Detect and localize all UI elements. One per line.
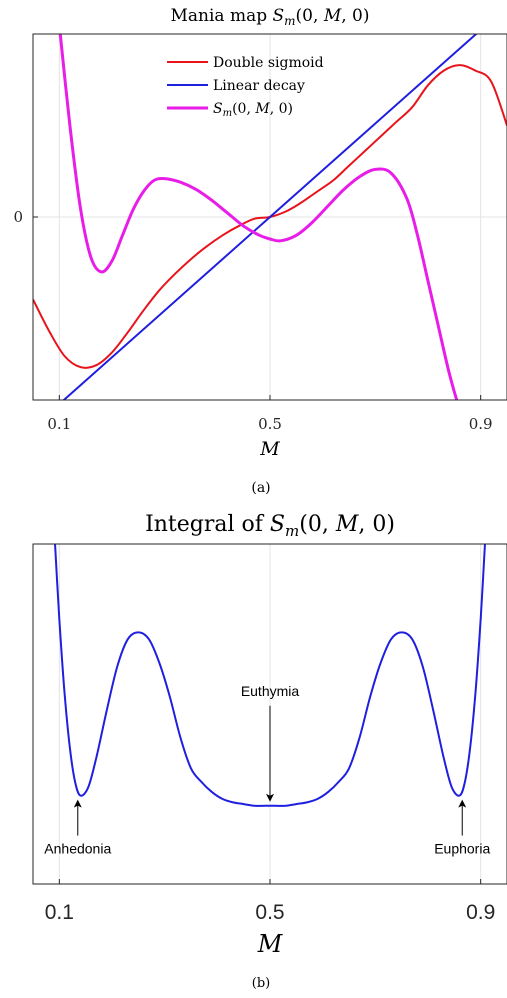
caption-b: (b) bbox=[252, 976, 270, 991]
chart-a-title: Mania map Sm(0, M, 0) bbox=[170, 6, 369, 28]
x-axis-label-a: M bbox=[259, 438, 280, 460]
series-line-1 bbox=[62, 34, 478, 400]
series-group-b bbox=[54, 544, 486, 807]
legend-label-linear-decay: Linear decay bbox=[213, 78, 305, 94]
ticks-a: 0.1 0.5 0.9 0 bbox=[13, 208, 492, 433]
legend-label-double-sigmoid: Double sigmoid bbox=[213, 55, 324, 71]
legend-label-sm: Sm(0, M, 0) bbox=[213, 101, 293, 119]
x-axis-label-b: M bbox=[257, 930, 284, 958]
series-line-0 bbox=[54, 544, 486, 807]
annotation-label-2: Euphoria bbox=[434, 841, 490, 857]
x-tick-label: 0.5 bbox=[258, 415, 282, 433]
legend: Double sigmoid Linear decay Sm(0, M, 0) bbox=[167, 55, 324, 119]
y-tick-label: 0 bbox=[13, 208, 23, 226]
x-tick-label: 0.9 bbox=[469, 415, 493, 433]
x-tick-label: 0.1 bbox=[47, 415, 71, 433]
annotation-label-0: Anhedonia bbox=[44, 841, 111, 857]
integral-chart: Integral of Sm(0, M, 0) 0.1 0.5 0.9 Anhedo… bbox=[32, 512, 507, 991]
caption-a: (a) bbox=[251, 480, 270, 496]
mania-map-chart: Mania map Sm(0, M, 0) 0.1 0.5 0.9 0 M Doubl… bbox=[13, 6, 507, 496]
series-line-2 bbox=[58, 34, 459, 400]
ticks-b: 0.1 0.5 0.9 bbox=[45, 879, 495, 924]
chart-b-title: Integral of Sm(0, M, 0) bbox=[145, 512, 395, 540]
annotations-b: Anhedonia Euthymia Euphoria bbox=[44, 683, 490, 857]
annotation-label-1: Euthymia bbox=[241, 683, 300, 699]
x-tick-label: 0.1 bbox=[45, 901, 74, 924]
x-tick-label: 0.5 bbox=[255, 901, 284, 924]
x-tick-label: 0.9 bbox=[466, 901, 495, 924]
series-group-a bbox=[33, 34, 507, 400]
